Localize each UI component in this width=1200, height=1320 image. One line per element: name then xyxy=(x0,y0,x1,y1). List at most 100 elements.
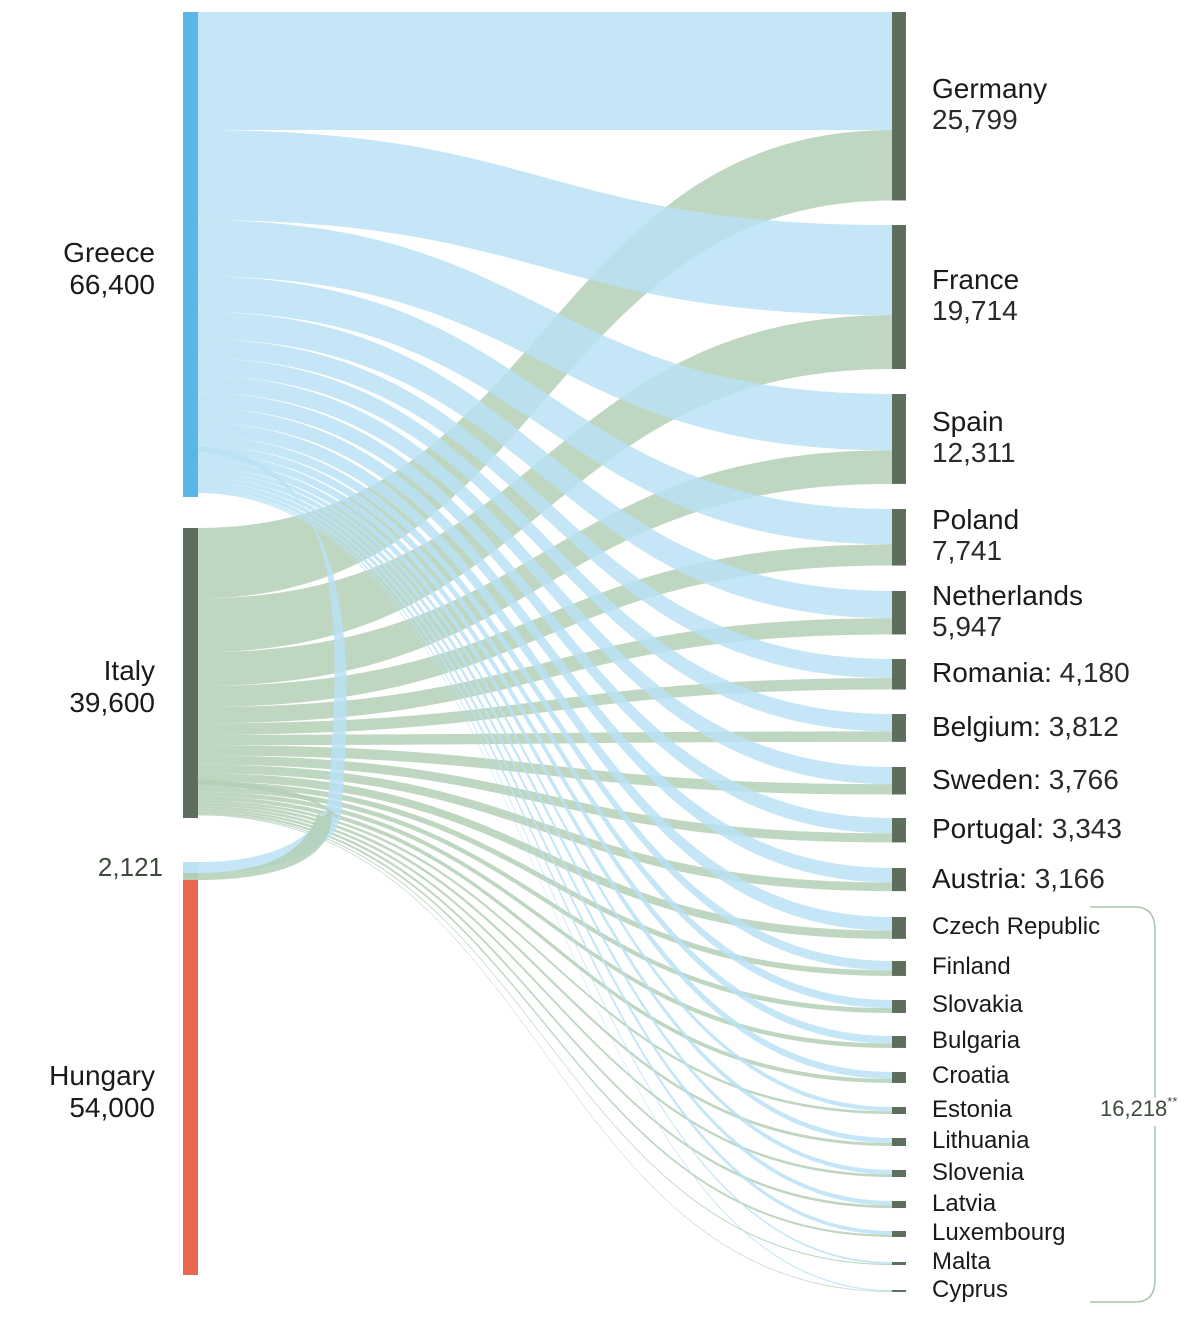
target-label-romania: Romania: 4,180 xyxy=(932,657,1130,689)
source-value: 39,600 xyxy=(69,687,155,718)
link-greece-finland xyxy=(198,436,892,971)
link-italy-malta xyxy=(198,813,892,1265)
target-label-cyprus: Cyprus xyxy=(932,1276,1008,1304)
target-node-estonia xyxy=(892,1107,906,1115)
link-greece-croatia xyxy=(198,461,892,1079)
target-name: Finland xyxy=(932,953,1011,981)
link-italy-cyprus xyxy=(198,814,892,1292)
source-value: 54,000 xyxy=(69,1092,155,1123)
target-label-spain: Spain 12,311 xyxy=(932,406,1016,468)
target-label-malta: Malta xyxy=(932,1248,991,1276)
target-name: Spain xyxy=(932,405,1004,437)
target-node-latvia xyxy=(892,1201,906,1209)
aggregate-bracket xyxy=(1090,906,1156,1303)
source-label-hungary: Hungary 54,000 xyxy=(49,1060,155,1124)
target-name: Sweden xyxy=(932,763,1034,795)
target-name: Germany xyxy=(932,73,1048,105)
aggregate-footnote-mark: ** xyxy=(1167,1094,1178,1109)
target-value: 5,947 xyxy=(932,610,1003,642)
link-italy-portugal xyxy=(198,755,892,843)
target-node-spain xyxy=(892,394,906,484)
link-greece-poland xyxy=(198,276,892,545)
target-value: 4,180 xyxy=(1059,657,1130,689)
link-greece-malta xyxy=(198,489,892,1264)
target-label-latvia: Latvia xyxy=(932,1190,996,1218)
link-greece-austria xyxy=(198,408,892,883)
target-name: Czech Republic xyxy=(932,912,1101,940)
target-label-germany: Germany 25,799 xyxy=(932,73,1047,135)
target-label-austria: Austria: 3,166 xyxy=(932,863,1105,895)
target-node-belgium xyxy=(892,714,906,742)
link-greece-france xyxy=(198,129,892,316)
link-greece-portugal xyxy=(198,392,892,834)
target-name: Cyprus xyxy=(932,1276,1009,1303)
target-name: Luxembourg xyxy=(932,1218,1066,1246)
source-label-italy: Italy 39,600 xyxy=(69,655,155,719)
target-label-estonia: Estonia xyxy=(932,1096,1012,1124)
target-name: Malta xyxy=(932,1248,991,1276)
link-greece-bulgaria xyxy=(198,453,892,1044)
target-name: Latvia xyxy=(932,1189,997,1217)
link-italy-slovenia xyxy=(198,806,892,1178)
target-node-luxembourg xyxy=(892,1231,906,1237)
target-colon: : xyxy=(1033,710,1049,742)
target-node-poland xyxy=(892,509,906,566)
loop-value-label: 2,121 xyxy=(97,852,163,882)
target-node-czech-republic xyxy=(892,917,906,939)
link-italy-luxembourg xyxy=(198,811,892,1237)
target-label-finland: Finland xyxy=(932,953,1011,981)
target-label-portugal: Portugal: 3,343 xyxy=(932,813,1122,845)
target-value: 25,799 xyxy=(932,104,1018,136)
target-label-lithuania: Lithuania xyxy=(932,1127,1029,1155)
target-label-poland: Poland 7,741 xyxy=(932,504,1019,566)
hungary-inflow-greece xyxy=(183,862,198,873)
target-name: Croatia xyxy=(932,1062,1010,1090)
target-name: Lithuania xyxy=(932,1126,1030,1154)
link-italy-estonia xyxy=(198,800,892,1115)
target-label-netherlands: Netherlands 5,947 xyxy=(932,580,1083,642)
target-value: 7,741 xyxy=(932,535,1003,567)
target-name: Romania xyxy=(932,657,1045,689)
link-greece-sweden xyxy=(198,375,892,785)
target-name: Portugal xyxy=(932,813,1037,845)
link-italy-slovakia xyxy=(198,787,892,1013)
target-colon: : xyxy=(1033,763,1049,795)
target-label-france: France 19,714 xyxy=(932,264,1019,326)
link-greece-spain xyxy=(198,220,892,451)
source-name: Italy xyxy=(103,655,155,686)
target-node-lithuania xyxy=(892,1138,906,1146)
target-node-austria xyxy=(892,868,906,892)
target-node-malta xyxy=(892,1262,906,1265)
target-node-netherlands xyxy=(892,591,906,635)
target-node-slovakia xyxy=(892,1000,906,1013)
source-value: 66,400 xyxy=(69,269,155,300)
loop-link-italy-hungary xyxy=(198,779,339,880)
target-name: Slovakia xyxy=(932,991,1023,1019)
target-node-bulgaria xyxy=(892,1036,906,1048)
link-greece-estonia xyxy=(198,467,892,1112)
source-name: Greece xyxy=(63,237,155,268)
links-layer xyxy=(198,12,892,1292)
aggregate-label: 16,218** xyxy=(1100,1094,1178,1122)
link-greece-czech-republic xyxy=(198,422,892,931)
target-name: Poland xyxy=(932,504,1020,536)
target-node-sweden xyxy=(892,767,906,795)
link-italy-belgium xyxy=(198,731,892,746)
target-node-portugal xyxy=(892,818,906,843)
target-label-bulgaria: Bulgaria xyxy=(932,1027,1020,1055)
target-colon: : xyxy=(1036,813,1052,845)
target-node-france xyxy=(892,225,906,369)
link-greece-slovenia xyxy=(198,477,892,1175)
target-node-finland xyxy=(892,961,906,976)
link-greece-netherlands xyxy=(198,311,892,619)
target-name: Austria xyxy=(932,862,1020,894)
target-name: Estonia xyxy=(932,1095,1013,1123)
link-italy-germany xyxy=(198,129,892,599)
link-greece-luxembourg xyxy=(198,486,892,1235)
target-name: Netherlands xyxy=(932,579,1083,611)
target-label-sweden: Sweden: 3,766 xyxy=(932,764,1119,796)
hungary-inflow-italy xyxy=(183,873,198,880)
link-italy-spain xyxy=(198,450,892,686)
target-value: 3,812 xyxy=(1048,710,1119,742)
nodes-layer xyxy=(183,12,906,1292)
